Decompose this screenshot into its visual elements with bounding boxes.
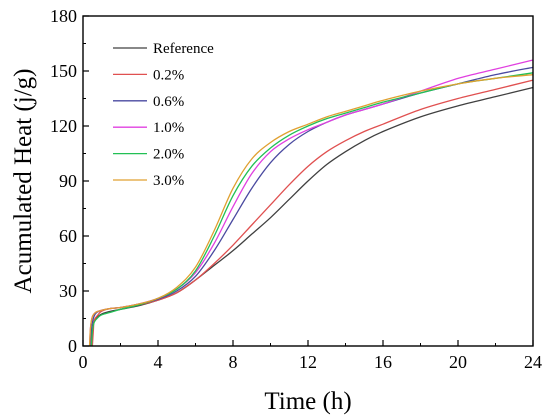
x-axis: 0 4 8 12 16 20 24 bbox=[79, 340, 542, 372]
series-line-5 bbox=[88, 74, 534, 347]
x-tick-label: 16 bbox=[374, 352, 392, 372]
series-line-0 bbox=[90, 86, 534, 347]
series-line-4 bbox=[90, 72, 534, 347]
legend-label: 0.2% bbox=[153, 67, 184, 83]
y-tick-label: 180 bbox=[50, 6, 77, 26]
y-axis: 0 30 60 90 120 150 180 bbox=[50, 6, 89, 356]
y-axis-title: Acumulated Heat (j/g) bbox=[10, 69, 37, 294]
x-tick-label: 8 bbox=[229, 352, 238, 372]
legend-label: 0.6% bbox=[153, 94, 184, 110]
y-tick-label: 30 bbox=[59, 281, 77, 301]
legend-label: 1.0% bbox=[153, 120, 184, 136]
legend-label: Reference bbox=[153, 41, 214, 57]
x-tick-label: 12 bbox=[299, 352, 317, 372]
x-axis-title: Time (h) bbox=[264, 388, 351, 415]
x-tick-label: 0 bbox=[79, 352, 88, 372]
legend: Reference 0.2% 0.6% 1.0% 2.0% 3.0% bbox=[113, 41, 214, 189]
x-tick-label: 24 bbox=[524, 352, 542, 372]
legend-label: 2.0% bbox=[153, 147, 184, 163]
x-tick-label: 20 bbox=[449, 352, 467, 372]
y-tick-label: 90 bbox=[59, 171, 77, 191]
y-tick-label: 120 bbox=[50, 116, 77, 136]
y-tick-label: 60 bbox=[59, 226, 77, 246]
x-tick-label: 4 bbox=[154, 352, 163, 372]
series-layer bbox=[88, 59, 534, 347]
y-tick-label: 0 bbox=[68, 336, 77, 356]
series-line-1 bbox=[91, 79, 534, 347]
legend-label: 3.0% bbox=[153, 173, 184, 189]
y-tick-label: 150 bbox=[50, 61, 77, 81]
